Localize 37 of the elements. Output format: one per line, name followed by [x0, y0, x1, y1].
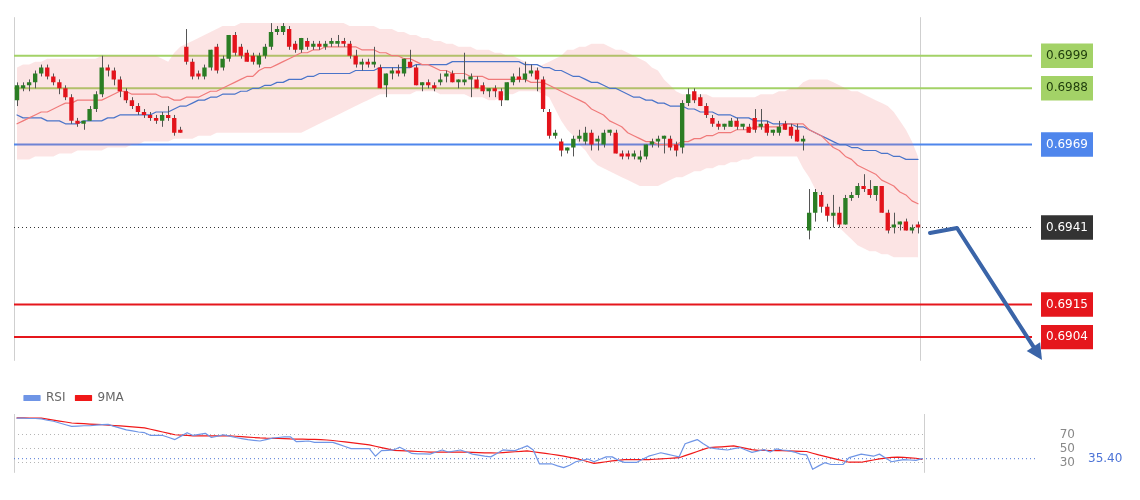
y-tick-label: 0.6915 — [1046, 296, 1089, 311]
candlestick — [371, 46, 376, 69]
candlestick — [571, 135, 576, 157]
candlestick — [172, 114, 177, 137]
y-tick-label: 0.6969 — [1046, 136, 1089, 151]
candlestick — [214, 43, 219, 74]
candlestick — [184, 28, 189, 66]
candlestick — [117, 75, 122, 98]
candlestick — [546, 108, 552, 140]
candlestick — [93, 90, 98, 113]
candlestick — [468, 72, 473, 98]
candlestick — [819, 191, 824, 214]
candlestick — [837, 206, 842, 229]
y-tick-label: 0.6904 — [1046, 329, 1089, 344]
candlestick — [831, 194, 836, 229]
candlestick — [522, 61, 528, 83]
y-tick-label: 0.6988 — [1046, 80, 1089, 95]
legend-label: RSI — [46, 390, 66, 405]
y-tick-label: 70 — [1059, 426, 1075, 441]
candlestick — [268, 22, 274, 51]
y-tick-label: 30 — [1059, 454, 1075, 469]
candlestick — [813, 188, 818, 223]
ref-line-label: 35.40 — [1088, 450, 1123, 465]
candlestick — [286, 25, 292, 51]
candlestick — [758, 108, 763, 131]
candlestick — [891, 212, 896, 234]
candlestick — [14, 81, 20, 107]
candlestick — [752, 108, 757, 134]
legend-label: 9MA — [97, 390, 125, 405]
y-tick-label: 0.6941 — [1046, 219, 1089, 234]
candlestick — [69, 93, 74, 125]
y-tick-label: 0.6999 — [1046, 47, 1089, 62]
y-tick-label: 50 — [1059, 440, 1075, 455]
candlestick — [226, 34, 231, 63]
candlestick — [232, 31, 237, 57]
candlestick — [589, 129, 594, 151]
candlestick — [383, 72, 389, 98]
